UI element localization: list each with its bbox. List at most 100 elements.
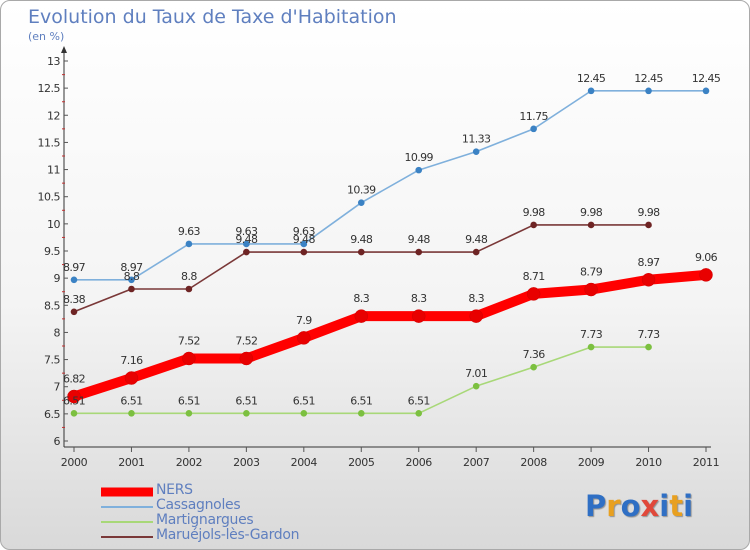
- legend-swatch-maruejols: [101, 536, 153, 538]
- data-point: [415, 410, 423, 417]
- data-label: 6.51: [235, 394, 257, 407]
- data-label: 6.51: [63, 394, 85, 407]
- data-label: 9.63: [235, 225, 258, 238]
- legend-label-maruejols: Maruéjols-lès-Gardon: [156, 527, 300, 543]
- data-point: [70, 410, 78, 417]
- y-tick-label: 9.5: [44, 245, 60, 258]
- data-label: 9.63: [178, 225, 201, 238]
- logo-letter: i: [683, 489, 694, 523]
- y-tick-label: 12: [47, 109, 60, 122]
- y-tick-label: 12.5: [38, 82, 61, 95]
- data-point: [128, 276, 135, 284]
- data-label: 8.8: [124, 270, 140, 283]
- series-line-NERS: [69, 269, 711, 402]
- data-label: 8.3: [468, 292, 484, 305]
- data-label: 8.8: [181, 270, 197, 283]
- x-tick-label: 2001: [118, 456, 144, 469]
- data-label: 8.38: [63, 293, 86, 306]
- data-label: 6.82: [63, 372, 85, 385]
- data-label: 9.98: [637, 206, 660, 219]
- data-point: [300, 240, 308, 248]
- data-label: 7.36: [523, 348, 546, 361]
- y-tick-label: 10: [47, 218, 60, 231]
- legend-swatch-ners: [101, 487, 153, 497]
- data-point: [300, 410, 308, 417]
- data-point: [469, 309, 483, 323]
- legend-swatch-cassagnoles: [101, 506, 153, 508]
- x-tick-label: 2010: [635, 456, 662, 469]
- y-tick-label: 9: [54, 272, 61, 285]
- data-label: 7.01: [465, 367, 487, 380]
- data-label: 7.73: [580, 328, 603, 341]
- data-point: [185, 240, 193, 248]
- data-label: 6.51: [408, 394, 430, 407]
- data-point: [128, 285, 135, 293]
- x-tick-label: 2002: [176, 456, 202, 469]
- data-point: [128, 410, 135, 417]
- data-point: [297, 331, 311, 345]
- data-point: [584, 282, 598, 297]
- logo-letter: i: [659, 489, 670, 523]
- data-point: [239, 351, 254, 366]
- data-point: [357, 248, 365, 256]
- data-point: [243, 410, 250, 417]
- x-tick-label: 2009: [578, 456, 605, 469]
- y-tick-label: 7.5: [44, 354, 60, 367]
- y-tick-label: 6: [54, 435, 61, 448]
- data-point: [357, 199, 365, 206]
- data-point: [182, 351, 196, 366]
- data-label: 8.79: [580, 266, 603, 279]
- data-label: 7.52: [178, 334, 200, 347]
- y-tick-label: 8: [54, 326, 61, 339]
- data-point: [530, 221, 537, 229]
- data-point: [185, 410, 193, 417]
- legend-swatch-martignargues: [101, 521, 153, 523]
- data-point: [587, 221, 595, 229]
- logo-letter: t: [669, 489, 684, 523]
- x-tick-label: 2008: [520, 456, 547, 469]
- data-point: [415, 248, 423, 256]
- data-point: [641, 273, 656, 287]
- data-label: 7.9: [296, 314, 312, 327]
- data-point: [357, 410, 365, 417]
- data-label: 6.51: [120, 394, 142, 407]
- data-label: 6.51: [178, 394, 200, 407]
- data-label: 10.39: [347, 184, 376, 197]
- logo-letter: r: [606, 489, 621, 523]
- data-point: [300, 248, 308, 256]
- data-point: [526, 287, 541, 301]
- data-label: 8.97: [637, 256, 660, 269]
- data-point: [530, 125, 537, 133]
- x-tick-label: 2004: [291, 456, 318, 469]
- data-point: [530, 363, 537, 371]
- series-line-Cassagnoles: [73, 90, 707, 281]
- x-tick-label: 2011: [693, 456, 719, 469]
- data-label: 12.45: [577, 72, 606, 85]
- data-label: 9.06: [695, 251, 718, 264]
- legend-label-ners: NERS: [156, 482, 193, 498]
- data-label: 6.51: [293, 394, 315, 407]
- data-label: 9.48: [293, 233, 316, 246]
- chart-title: Evolution du Taux de Taxe d'Habitation: [28, 6, 397, 28]
- data-label: 7.16: [120, 354, 143, 367]
- legend-label-cassagnoles: Cassagnoles: [156, 497, 241, 513]
- x-tick-label: 2005: [348, 456, 375, 469]
- data-label: 8.97: [120, 261, 143, 274]
- data-point: [415, 166, 423, 174]
- data-label: 9.98: [580, 206, 603, 219]
- data-label: 11.33: [462, 133, 491, 146]
- data-label: 12.45: [692, 72, 721, 85]
- data-point: [354, 309, 369, 323]
- data-label: 7.52: [235, 334, 257, 347]
- y-tick-label: 6.5: [44, 408, 60, 421]
- y-tick-label: 11: [47, 164, 60, 177]
- data-label: 9.48: [465, 233, 488, 246]
- data-point: [472, 148, 480, 155]
- data-point: [70, 308, 78, 316]
- chart-subtitle: (en %): [28, 30, 65, 43]
- data-label: 9.63: [293, 225, 316, 238]
- x-tick-label: 2006: [406, 456, 433, 469]
- data-label: 8.3: [353, 292, 369, 305]
- data-point: [645, 343, 652, 351]
